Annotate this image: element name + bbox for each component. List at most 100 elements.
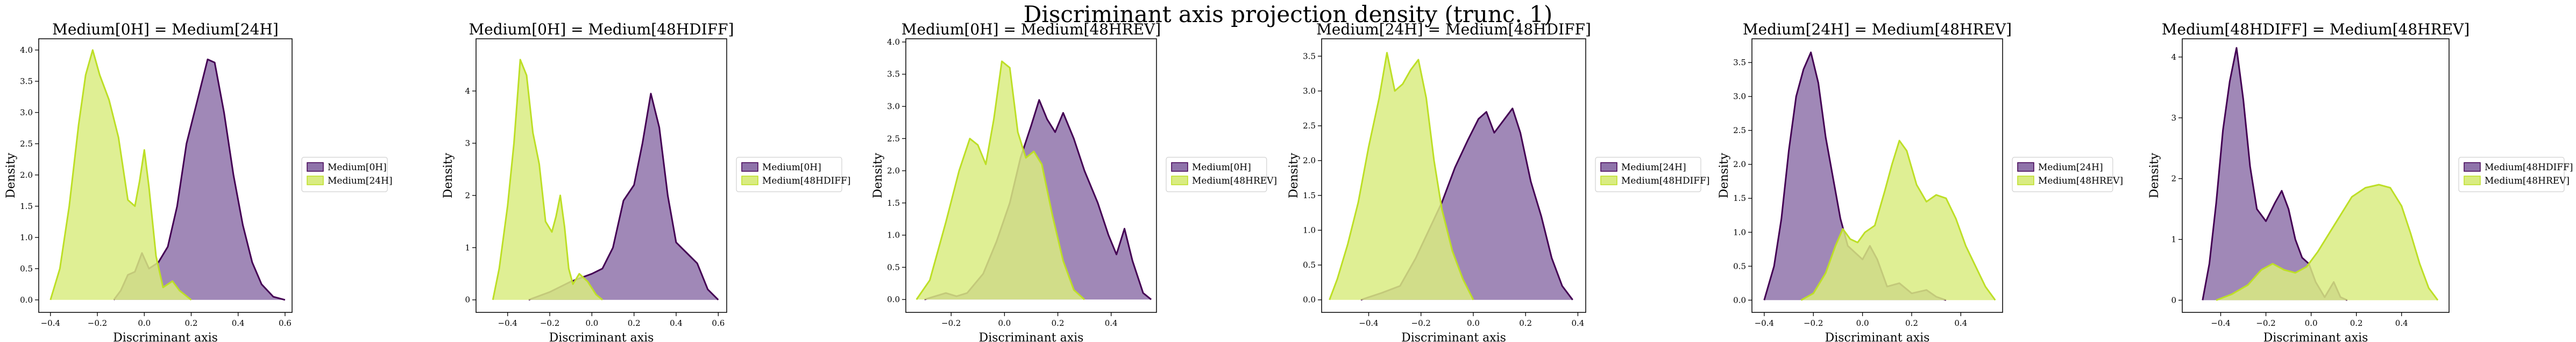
y-axis-label: Density: [2148, 152, 2161, 198]
legend-label: Medium[48HREV]: [1192, 176, 1277, 186]
y-tick-label: 2.5: [20, 139, 33, 149]
y-tick-label: 0: [2171, 295, 2176, 305]
density-area-2: [1801, 141, 1996, 301]
series-group: [1763, 51, 1996, 301]
series-group: [2202, 47, 2439, 301]
x-tick-label: 0.0: [998, 318, 1011, 328]
x-tick-label: 0.0: [1467, 318, 1480, 328]
x-tick-label: 0.4: [1954, 318, 1967, 328]
y-tick-label: 2.5: [887, 134, 900, 143]
y-tick-label: 4.0: [887, 37, 900, 47]
panel-title: Medium[48HDIFF] = Medium[48HREV]: [2162, 20, 2470, 38]
axes-frame: [38, 38, 293, 313]
x-tick-label: −0.4: [1755, 318, 1774, 328]
y-tick-label: 3.5: [1303, 51, 1316, 61]
legend-swatch: [1600, 176, 1617, 185]
x-axis-label: Discriminant axis: [2263, 331, 2368, 342]
y-tick-label: 2: [2171, 174, 2176, 184]
x-axis-label: Discriminant axis: [1401, 331, 1506, 342]
y-tick-label: 2.5: [1733, 125, 1746, 135]
x-axis-label: Discriminant axis: [1825, 331, 1930, 342]
legend: Medium[0H] Medium[24H]: [301, 157, 393, 192]
legend: Medium[0H] Medium[48HREV]: [1166, 157, 1277, 192]
y-axis-label: Density: [442, 152, 455, 198]
legend: Medium[24H] Medium[48HDIFF]: [1595, 157, 1710, 192]
y-tick-label: 1: [2171, 235, 2176, 245]
x-tick-label: 0.4: [670, 318, 683, 328]
x-tick-label: 0.6: [712, 318, 725, 328]
y-tick-label: 0.5: [1303, 260, 1316, 270]
legend-box: [2012, 157, 2113, 192]
legend-swatch: [1171, 176, 1188, 185]
y-tick-label: 0: [465, 295, 470, 305]
density-line-1: [528, 93, 719, 301]
y-tick-label: 3.0: [1733, 92, 1746, 101]
x-tick-label: −0.4: [1359, 318, 1378, 328]
y-tick-label: 3.5: [1733, 58, 1746, 67]
x-tick-label: 0.2: [185, 318, 198, 328]
x-axis-label: Discriminant axis: [113, 331, 218, 342]
panel-title: Medium[0H] = Medium[48HREV]: [902, 20, 1161, 38]
legend-label: Medium[24H]: [1621, 162, 1686, 173]
x-tick-label: −0.2: [88, 318, 107, 328]
density-area-1: [528, 93, 719, 300]
density-area-2: [2216, 184, 2438, 301]
x-tick-label: 0.4: [2395, 318, 2408, 328]
density-line-2: [1329, 52, 1474, 301]
legend-box: [2458, 157, 2565, 192]
y-tick-label: 2.5: [1303, 121, 1316, 131]
legend-label: Medium[48HDIFF]: [762, 176, 851, 186]
x-tick-label: 0.4: [232, 318, 245, 328]
panel-title: Medium[0H] = Medium[48HDIFF]: [469, 20, 734, 38]
axes-frame: [1321, 38, 1586, 313]
series-group: [492, 59, 719, 301]
legend-label: Medium[0H]: [762, 162, 821, 173]
y-tick-label: 1: [465, 243, 470, 253]
y-tick-label: 2: [465, 191, 470, 200]
density-area-1: [113, 59, 285, 300]
legend-swatch: [2017, 162, 2034, 172]
y-axis-label: Density: [1287, 152, 1301, 198]
x-tick-label: −0.2: [941, 318, 961, 328]
y-tick-label: 0.0: [20, 295, 33, 305]
axes-frame: [2182, 38, 2450, 313]
x-tick-label: −0.4: [498, 318, 517, 328]
y-tick-label: 2.0: [1303, 156, 1316, 165]
legend-label: Medium[0H]: [1192, 162, 1251, 173]
y-tick-label: 4: [465, 86, 470, 96]
legend-label: Medium[48HDIFF]: [2485, 162, 2573, 173]
x-tick-label: −0.2: [540, 318, 559, 328]
y-tick-label: 1.0: [1303, 225, 1316, 235]
y-tick-label: 1.0: [1733, 227, 1746, 237]
y-axis-label: Density: [871, 152, 885, 198]
legend-swatch: [2017, 176, 2034, 185]
legend-swatch: [2464, 162, 2481, 172]
y-axis-label: Density: [1718, 152, 1731, 198]
density-area-2: [50, 50, 191, 300]
y-tick-label: 3.0: [1303, 86, 1316, 96]
y-tick-label: 4: [2171, 52, 2176, 62]
y-axis-label: Density: [4, 152, 18, 198]
x-axis-label: Discriminant axis: [979, 331, 1084, 342]
chart-panel-5: −0.4 −0.2 0.0 0.2 0.4 0.0 0.5 1.0 1.5 2.0 2.5 3.0 3.…: [1718, 20, 2123, 342]
legend-swatch: [2464, 176, 2481, 185]
series-group: [1329, 52, 1573, 301]
legend-swatch: [1600, 162, 1617, 172]
x-tick-label: 0.2: [2350, 318, 2363, 328]
density-line-2: [492, 59, 603, 301]
x-axis-label: Discriminant axis: [549, 331, 654, 342]
density-area-2: [493, 59, 602, 300]
x-tick-label: −0.2: [1411, 318, 1431, 328]
y-tick-label: 1.5: [887, 198, 900, 208]
legend-label: Medium[24H]: [328, 176, 393, 186]
panel-title: Medium[24H] = Medium[48HREV]: [1743, 20, 2012, 38]
chart-panel-2: −0.4 −0.2 0.0 0.2 0.4 0.6 0 1 2 3 4 Medium[0H] = Me…: [442, 20, 851, 342]
x-tick-label: 0.6: [279, 318, 292, 328]
x-tick-label: 0.2: [628, 318, 641, 328]
chart-panel-1: −0.4 −0.2 0.0 0.2 0.4 0.6 0.0 0.5 1.0 1.5 2.0 2.5 3.…: [4, 20, 393, 342]
y-tick-label: 3.0: [887, 102, 900, 111]
y-tick-label: 0.0: [1733, 295, 1746, 305]
x-tick-label: 0.2: [1519, 318, 1532, 328]
x-tick-label: 0.2: [1905, 318, 1918, 328]
